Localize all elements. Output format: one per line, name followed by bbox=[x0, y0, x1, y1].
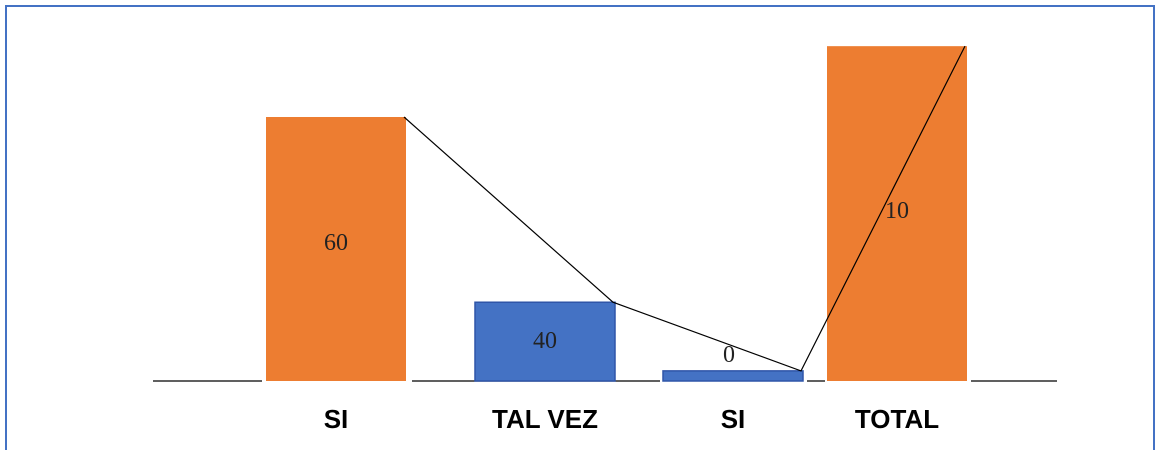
bar-1 bbox=[266, 117, 406, 381]
value-label-3: 0 bbox=[723, 342, 735, 368]
value-label-2: 40 bbox=[533, 328, 557, 354]
trend-line-layer bbox=[403, 45, 966, 372]
category-label-3: SI bbox=[721, 404, 746, 434]
value-label-1: 60 bbox=[324, 230, 348, 256]
category-label-2: TAL VEZ bbox=[492, 404, 598, 434]
bar-4 bbox=[827, 46, 967, 381]
category-label-1: SI bbox=[324, 404, 349, 434]
bar-3 bbox=[662, 370, 804, 382]
bars-layer bbox=[266, 46, 967, 382]
category-label-4: TOTAL bbox=[855, 404, 939, 434]
trend-line bbox=[403, 45, 966, 372]
chart-frame bbox=[5, 5, 1155, 450]
category-labels-layer: SI TAL VEZ SI TOTAL bbox=[324, 404, 940, 434]
value-label-4: 10 bbox=[885, 198, 909, 224]
value-labels-layer: 60 40 0 10 bbox=[324, 198, 909, 368]
bar-2 bbox=[474, 301, 616, 382]
